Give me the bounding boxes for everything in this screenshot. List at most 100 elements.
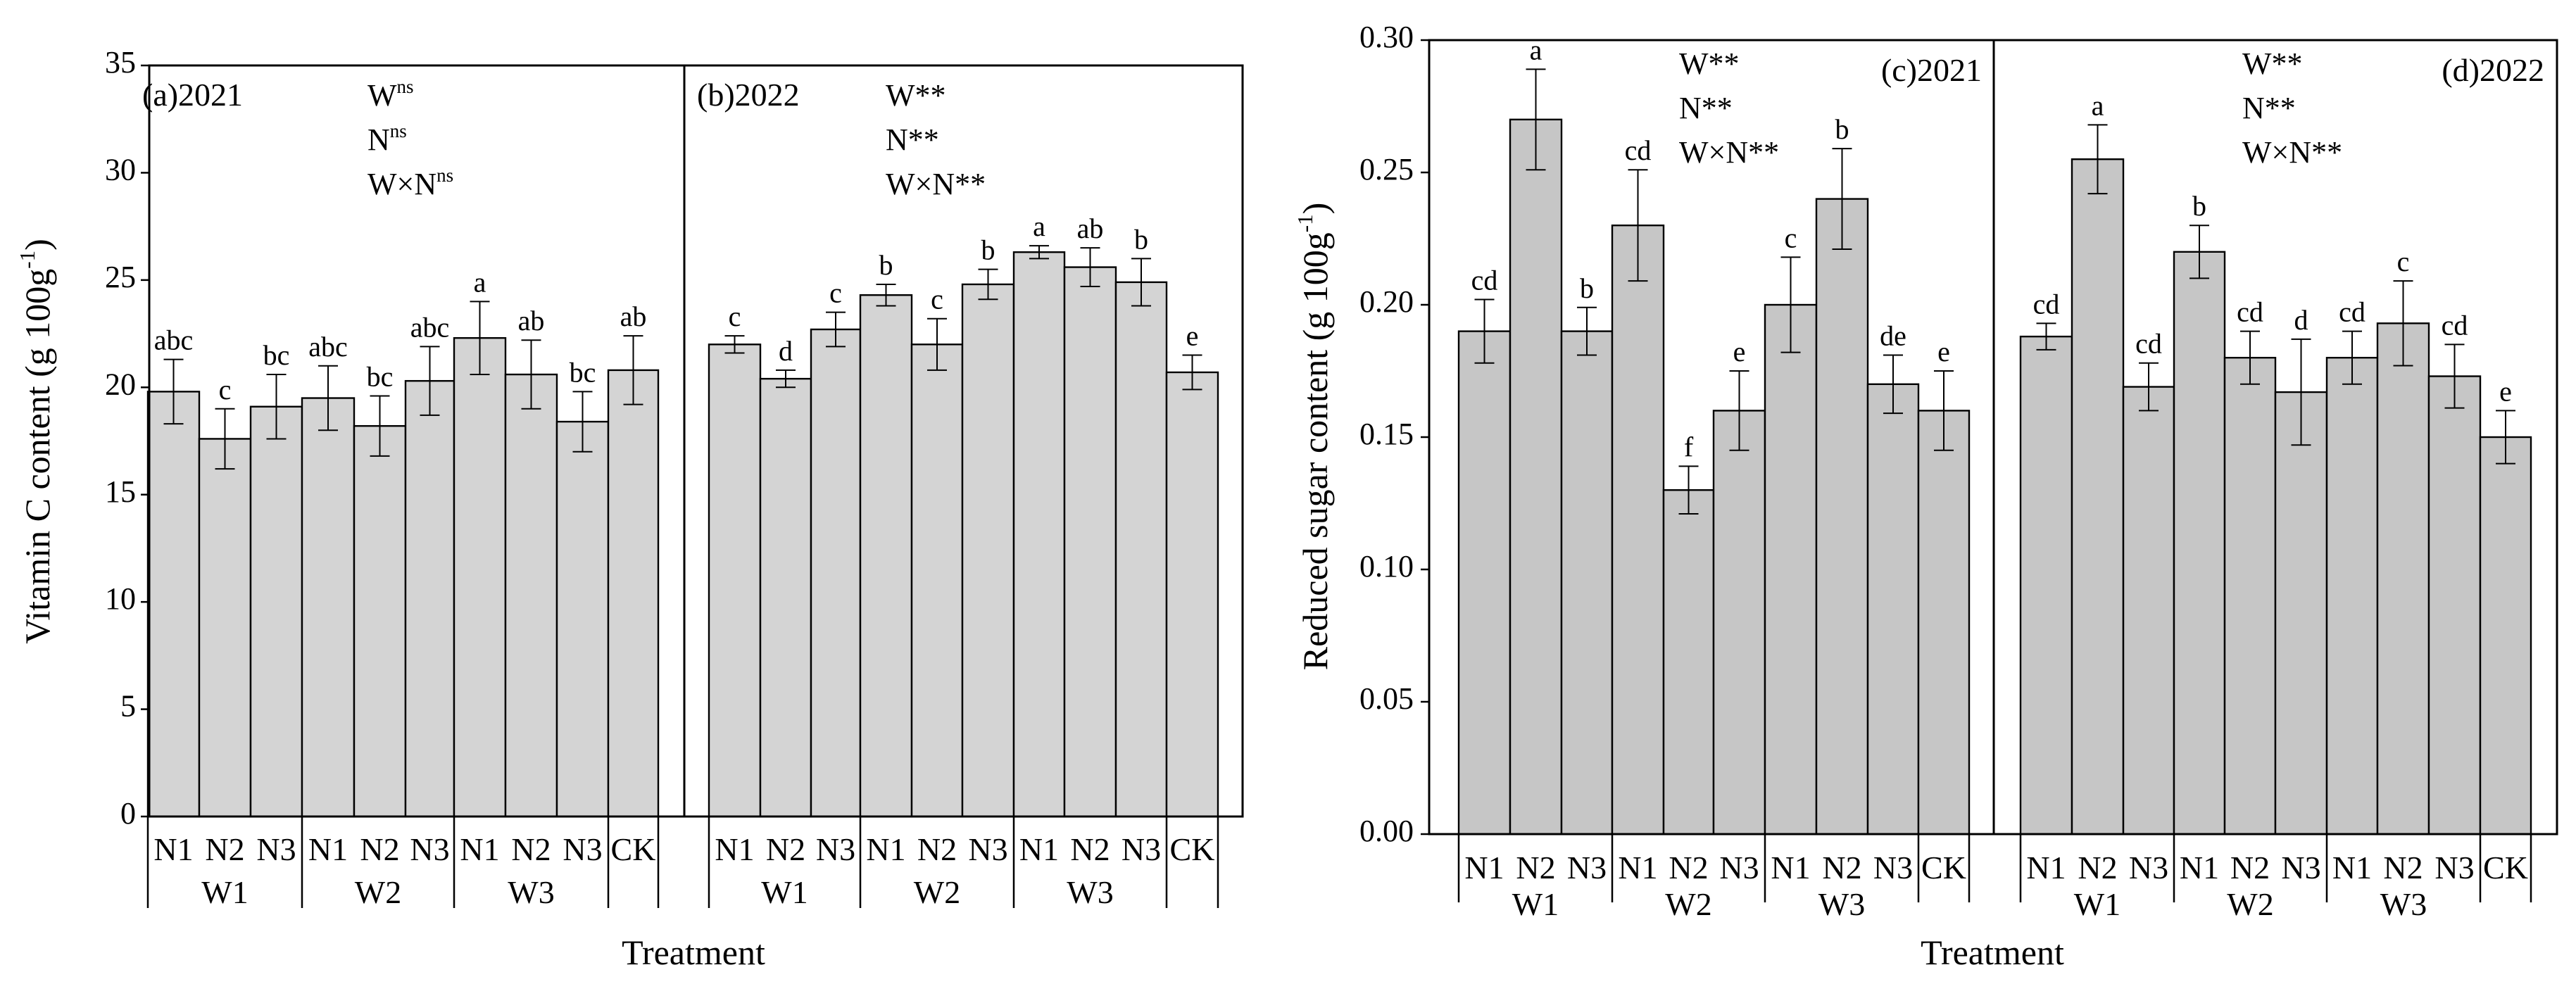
group-label: W2 — [355, 874, 401, 910]
bar — [1917, 410, 1971, 836]
y-axis-label-part-sup: -1 — [1293, 214, 1317, 232]
anova-annotation: W×N** — [1679, 135, 1779, 170]
x-tick-label: N3 — [2129, 850, 2168, 885]
anova-term-base: W×N** — [1679, 135, 1779, 170]
y-tick-label: 20 — [105, 367, 136, 401]
x-tick-label: CK — [2483, 850, 2528, 885]
bar — [708, 343, 762, 818]
y-tick-label: 10 — [105, 581, 136, 616]
x-tick-label: N2 — [2230, 850, 2270, 885]
group-label: W1 — [2074, 886, 2121, 922]
x-tick-label: N3 — [2281, 850, 2320, 885]
bar — [249, 405, 303, 818]
significance-letter: a — [1530, 34, 1543, 65]
bar — [1662, 489, 1715, 836]
x-tick-label: N2 — [766, 831, 805, 867]
significance-letter: d — [779, 335, 793, 367]
anova-term-sup: ns — [397, 76, 414, 97]
significance-letter: c — [829, 277, 842, 309]
significance-letter: b — [981, 234, 995, 266]
x-tick-label: N3 — [1121, 831, 1161, 867]
anova-term-sup: ns — [390, 120, 407, 141]
anova-term-base: W — [367, 78, 397, 113]
significance-letter: e — [1733, 336, 1746, 367]
bar — [453, 336, 507, 818]
x-tick-label: N1 — [715, 831, 754, 867]
bar — [1012, 251, 1066, 818]
x-tick-label: N1 — [1618, 850, 1657, 885]
bar — [2019, 335, 2073, 836]
bar — [2071, 158, 2125, 836]
y-tick-label: 15 — [105, 474, 136, 509]
significance-letter: cd — [2442, 309, 2468, 341]
bar — [1815, 198, 1869, 836]
significance-letter: cd — [2033, 288, 2060, 320]
x-axis-label: Treatment — [622, 933, 765, 972]
anova-term-base: W×N** — [886, 167, 986, 201]
anova-term-base: W** — [1679, 46, 1740, 81]
x-tick-label: N1 — [153, 831, 193, 867]
significance-letter: cd — [1625, 134, 1652, 166]
significance-letter: c — [219, 374, 232, 405]
group-label: W1 — [761, 874, 808, 910]
x-tick-label: N1 — [1464, 850, 1504, 885]
significance-letter: a — [2092, 89, 2104, 121]
y-tick-label: 30 — [105, 153, 136, 187]
anova-term-base: W** — [2242, 46, 2303, 81]
bar — [1764, 303, 1818, 836]
significance-letter: f — [1684, 431, 1694, 462]
significance-letter: b — [2192, 190, 2206, 222]
anova-term-base: N — [367, 122, 390, 157]
bar — [1611, 225, 1665, 836]
x-tick-label: N3 — [968, 831, 1007, 867]
bar — [555, 420, 610, 818]
anova-annotation: Wns — [367, 76, 414, 113]
anova-term-base: W×N — [367, 167, 436, 201]
bar — [2376, 322, 2430, 836]
x-tick-label: N2 — [205, 831, 244, 867]
group-label: W3 — [1067, 874, 1113, 910]
x-tick-label: N1 — [2332, 850, 2372, 885]
significance-letter: bc — [263, 339, 290, 371]
significance-letter: e — [1937, 336, 1950, 367]
significance-letter: a — [474, 266, 486, 298]
y-tick-label: 25 — [105, 260, 136, 294]
anova-annotation: W** — [1679, 46, 1740, 81]
x-tick-label: N1 — [2026, 850, 2066, 885]
significance-letter: ab — [620, 301, 647, 332]
bar — [301, 397, 356, 818]
x-tick-label: N1 — [460, 831, 499, 867]
anova-annotation: W×N** — [886, 167, 986, 201]
y-tick-label: 0.05 — [1359, 681, 1414, 716]
significance-letter: d — [2294, 304, 2308, 336]
bar — [1509, 118, 1563, 836]
y-tick-label: 5 — [120, 689, 136, 724]
bar — [859, 294, 913, 818]
anova-annotation: W** — [2242, 46, 2303, 81]
panel-title: (c)2021 — [1881, 52, 1982, 88]
significance-letter: abc — [410, 311, 450, 343]
significance-letter: b — [1835, 113, 1849, 145]
bar — [1866, 383, 1920, 836]
y-axis-label: Reduced sugar content (g 100g-1) — [1293, 203, 1335, 671]
x-tick-label: N3 — [410, 831, 449, 867]
significance-letter: c — [931, 284, 943, 315]
panel-title: (b)2022 — [697, 77, 800, 113]
x-tick-label: N3 — [1719, 850, 1759, 885]
panel-title: (d)2022 — [2442, 52, 2544, 88]
bar — [404, 379, 455, 818]
bar — [1114, 281, 1168, 818]
y-tick-label: 0.15 — [1359, 417, 1414, 451]
significance-letter: c — [729, 301, 741, 332]
x-tick-label: N2 — [2078, 850, 2117, 885]
significance-letter: b — [1580, 272, 1594, 304]
y-tick-label: 0.00 — [1359, 814, 1414, 848]
group-label: W1 — [1512, 886, 1559, 922]
x-axis-label: Treatment — [1921, 933, 2064, 972]
anova-term-base: N** — [1679, 91, 1733, 125]
x-tick-label: N3 — [816, 831, 855, 867]
anova-annotation: W** — [886, 78, 946, 113]
significance-letter: ab — [1077, 213, 1104, 244]
